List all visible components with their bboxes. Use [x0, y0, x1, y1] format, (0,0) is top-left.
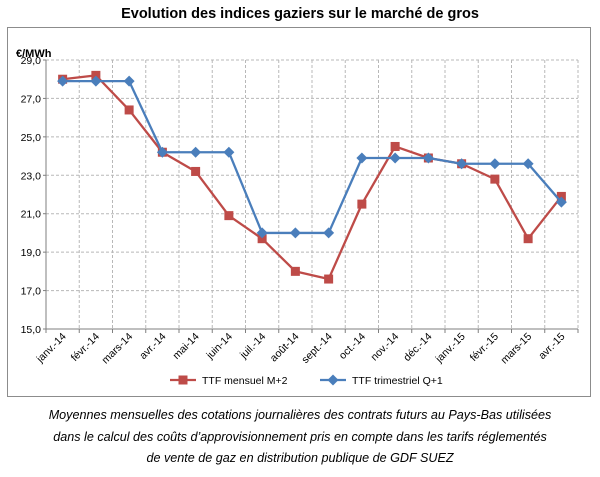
data-point-series-1 — [290, 266, 300, 276]
data-point-series-1 — [257, 234, 267, 244]
x-tick-label: mars-15 — [499, 331, 535, 367]
data-point-series-2 — [323, 227, 335, 239]
legend-marker — [327, 374, 339, 386]
x-tick-label: oct.-14 — [337, 331, 368, 362]
data-point-series-2 — [489, 158, 501, 170]
x-tick-label: sept.-14 — [299, 331, 334, 366]
data-point-series-2 — [123, 75, 135, 87]
data-point-series-1 — [490, 174, 500, 184]
legend-marker — [178, 375, 188, 385]
chart-title: Evolution des indices gaziers sur le mar… — [121, 6, 479, 22]
x-tick-label: août-14 — [268, 331, 302, 365]
x-tick-label: déc.-14 — [401, 331, 434, 364]
y-tick-label: 21,0 — [21, 209, 42, 221]
chart-caption: Moyennes mensuelles des cotations journa… — [0, 405, 600, 470]
y-axis-label: €/MWh — [16, 48, 52, 60]
x-tick-label: juil.-14 — [237, 331, 268, 362]
data-point-series-2 — [522, 158, 534, 170]
data-point-series-2 — [57, 75, 69, 87]
data-point-series-2 — [256, 227, 268, 239]
data-point-series-2 — [90, 75, 102, 87]
data-point-series-1 — [324, 274, 334, 284]
y-tick-label: 19,0 — [21, 247, 42, 259]
data-point-series-2 — [156, 146, 168, 158]
line-chart: €/MWh 15,0 17,0 19,0 21,0 23,0 25,0 27,0 29,0 ja… — [16, 48, 579, 387]
data-point-series-2 — [555, 196, 567, 208]
y-tick-label: 15,0 — [21, 324, 42, 336]
y-tick-label: 25,0 — [21, 132, 42, 144]
y-tick-label: 23,0 — [21, 170, 42, 182]
data-point-series-1 — [124, 105, 134, 115]
data-point-series-2 — [289, 227, 301, 239]
y-tick-label: 27,0 — [21, 93, 42, 105]
data-point-series-2 — [389, 152, 401, 164]
data-point-series-2 — [456, 158, 468, 170]
series-line-2 — [62, 79, 563, 235]
chart-frame — [7, 27, 591, 397]
x-tick-label: avr.-14 — [137, 331, 168, 362]
x-tick-label: févr.-15 — [468, 331, 501, 364]
legend-label: TTF mensuel M+2 — [202, 375, 288, 387]
data-point-series-1 — [224, 211, 234, 221]
data-point-series-1 — [357, 199, 367, 209]
data-point-series-1 — [191, 166, 201, 176]
caption-line-3: de vente de gaz en distribution publique… — [146, 451, 454, 465]
legend-label: TTF trimestriel Q+1 — [352, 375, 443, 387]
data-point-series-2 — [190, 146, 202, 158]
data-point-series-1 — [523, 234, 533, 244]
x-tick-label: juin-14 — [204, 331, 236, 363]
x-tick-label: avr.-15 — [536, 331, 567, 362]
caption-line-2: dans le calcul des coûts d’approvisionne… — [53, 429, 547, 444]
data-point-series-1 — [390, 141, 400, 151]
caption-line-1: Moyennes mensuelles des cotations journa… — [48, 408, 552, 422]
x-tick-label: févr.-14 — [69, 331, 102, 364]
x-tick-label: mai-14 — [171, 331, 202, 362]
x-tick-label: janv.-15 — [433, 331, 468, 366]
y-tick-label: 29,0 — [21, 55, 42, 67]
data-point-series-2 — [356, 152, 368, 164]
series-line-1 — [62, 74, 563, 281]
data-point-series-2 — [223, 146, 235, 158]
data-point-series-1 — [556, 191, 566, 201]
y-tick-label: 17,0 — [21, 286, 42, 298]
x-tick-label: nov.-14 — [369, 331, 402, 364]
data-point-series-1 — [91, 70, 101, 80]
x-tick-label: mars-14 — [100, 331, 136, 367]
data-point-series-2 — [422, 152, 434, 164]
